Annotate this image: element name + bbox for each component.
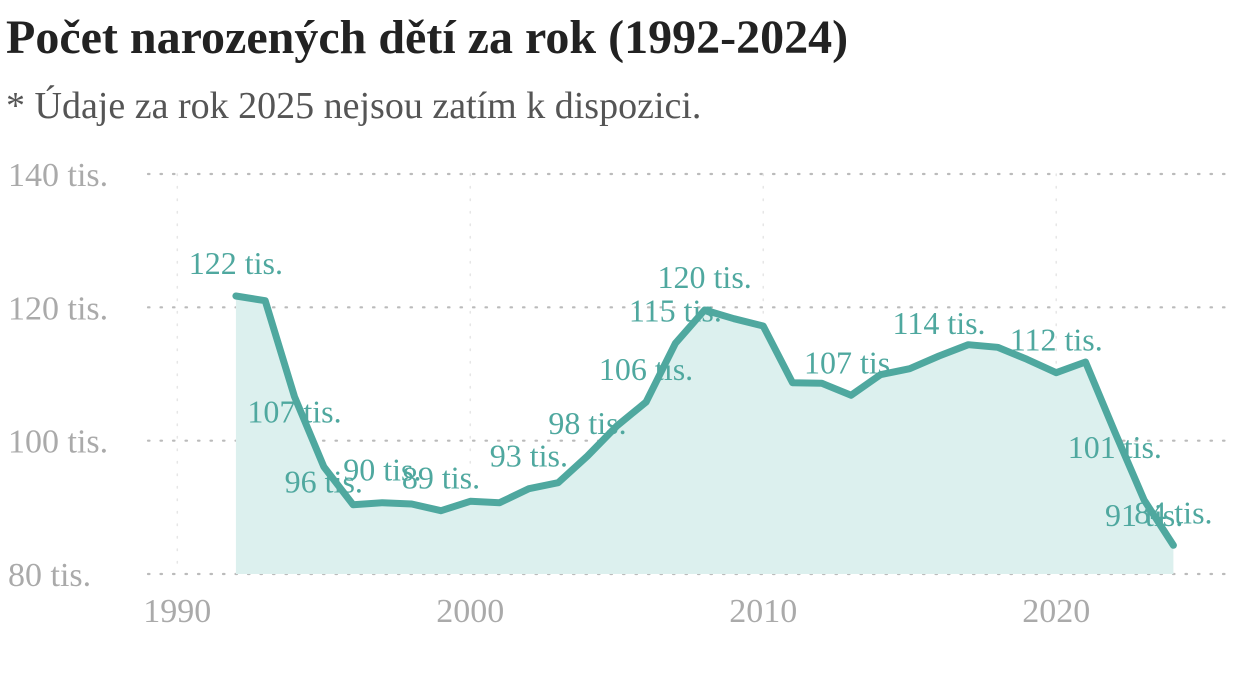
x-tick-label-3: 2020 xyxy=(1022,593,1090,630)
data-label-2023: 91 tis. xyxy=(1105,497,1183,533)
data-label-1992: 122 tis. xyxy=(189,245,283,281)
x-axis: 1990 2000 2010 2020 xyxy=(143,593,1090,630)
y-axis: 80 tis. 100 tis. 120 tis. 140 tis. xyxy=(8,157,108,594)
data-label-2006: 106 tis. xyxy=(599,351,693,387)
chart-subtitle: * Údaje za rok 2025 nejsou zatím k dispo… xyxy=(6,85,702,127)
data-label-2004: 98 tis. xyxy=(548,405,626,441)
data-labels: 122 tis. 107 tis. 96 tis.90 tis.89 tis. 93 … xyxy=(189,245,1213,533)
births-series-line xyxy=(232,292,1177,549)
data-label-2013: 107 tis. xyxy=(804,344,898,380)
chart-title: Počet narozených dětí za rok (1992-2024) xyxy=(6,11,849,64)
data-label-1995: 96 tis. xyxy=(285,464,363,500)
data-label-1994: 107 tis. xyxy=(247,394,341,430)
data-label-2016: 114 tis. xyxy=(893,305,986,341)
y-tick-label-1: 100 tis. xyxy=(8,424,108,461)
x-tick-label-0: 1990 xyxy=(143,593,211,630)
x-tick-label-1: 2000 xyxy=(436,593,504,630)
data-label-1997: 90 tis. xyxy=(343,452,421,488)
data-label-2008: 120 tis. xyxy=(658,259,752,295)
y-tick-label-0: 80 tis. xyxy=(8,557,91,594)
data-label-2002: 93 tis. xyxy=(490,438,568,474)
data-label-2007: 115 tis. xyxy=(629,292,722,328)
y-tick-label-2: 120 tis. xyxy=(8,290,108,327)
data-label-2024: 84 tis. xyxy=(1134,494,1212,530)
data-label-1999: 89 tis. xyxy=(402,460,480,496)
data-label-2022: 101 tis. xyxy=(1068,429,1162,465)
y-tick-label-3: 140 tis. xyxy=(8,157,108,194)
data-label-2020: 112 tis. xyxy=(1010,322,1103,358)
x-tick-label-2: 2010 xyxy=(729,593,797,630)
